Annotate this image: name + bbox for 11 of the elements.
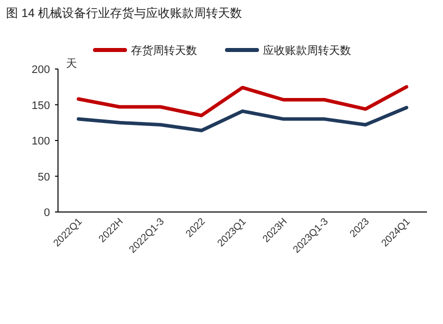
line-series [76,85,408,118]
y-axis-title: 天 [66,58,77,70]
y-tick-label: 150 [32,100,50,112]
chart-title: 图 14 机械设备行业存货与应收账款周转天数 [6,6,242,20]
y-tick-label: 100 [32,136,50,148]
y-tick-label: 200 [32,64,50,76]
y-tick-label: 0 [44,207,50,219]
legend-label: 应收账款周转天数 [263,44,351,57]
line-series [76,106,408,132]
y-tick-label: 50 [38,171,50,184]
legend-label: 存货周转天数 [131,45,197,57]
